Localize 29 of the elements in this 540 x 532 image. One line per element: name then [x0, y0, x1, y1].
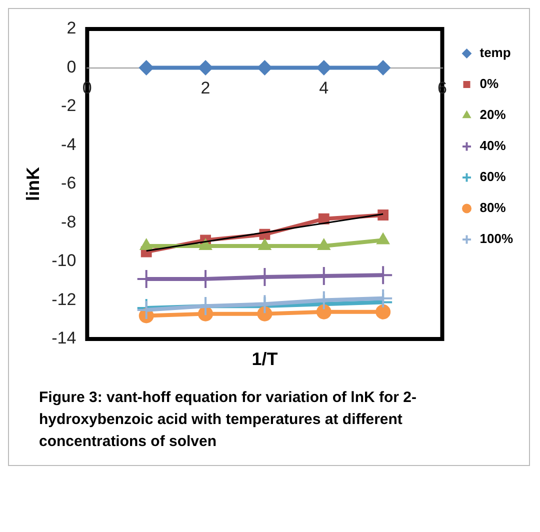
point [316, 60, 332, 76]
point [257, 306, 272, 322]
legend-label: 20% [480, 107, 506, 122]
point [376, 304, 391, 320]
y-tick-label: 2 [66, 18, 76, 38]
point [257, 60, 272, 76]
legend-label: 100% [480, 231, 514, 246]
legend-label: 40% [480, 138, 506, 154]
y-tick-label: -14 [52, 328, 76, 348]
y-tick-label: -4 [61, 134, 76, 154]
y-tick-label: -12 [52, 290, 76, 309]
y-tick-label: -6 [61, 174, 76, 193]
point [376, 60, 391, 76]
point [138, 60, 154, 76]
y-tick-label: -10 [52, 251, 76, 270]
legend-label: 0% [480, 76, 499, 92]
legend-label: 60% [480, 169, 506, 184]
caption: Figure 3: vant-hoff equation for variation of lnK for 2- hydroxybenzoic acid with temperatures at different concentrations of solven [38, 388, 418, 452]
legend-label: temp [480, 45, 511, 60]
point [198, 60, 214, 76]
legend-label: 80% [480, 200, 506, 216]
x-tick-label: 4 [319, 78, 329, 98]
y-tick-label: -2 [61, 96, 76, 116]
y-axis-title: linK [22, 167, 43, 201]
y-tick-label: 0 [66, 57, 76, 76]
point [316, 304, 332, 320]
point [378, 210, 389, 220]
y-tick-label: -8 [61, 212, 76, 232]
x-axis-title: 1/T [252, 349, 278, 369]
